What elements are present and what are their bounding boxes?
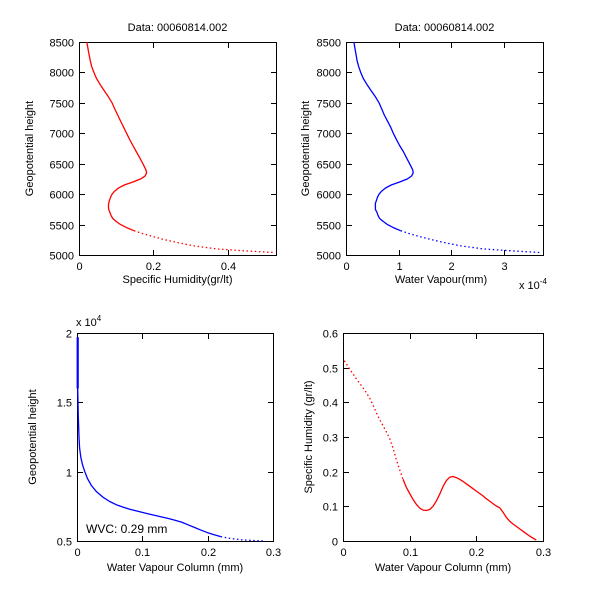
exponent-base: x 10 xyxy=(76,317,97,329)
plot-frame xyxy=(346,42,544,256)
x-tick-label: 0 xyxy=(343,261,349,273)
y-tick-label: 7500 xyxy=(50,99,74,111)
x-tick-label: 1 xyxy=(396,261,402,273)
y-tick-label: 0 xyxy=(332,537,338,549)
y-tick-label: 8000 xyxy=(317,68,341,80)
series-curve xyxy=(400,230,542,254)
series-curve xyxy=(353,41,414,232)
series-curve xyxy=(220,535,266,542)
x-tick-label: 0.3 xyxy=(536,547,551,559)
x-tick-label: 0.2 xyxy=(146,261,161,273)
y-tick-label: 1.5 xyxy=(57,398,72,410)
y-tick-label: 0.4 xyxy=(323,398,338,410)
y-tick-label: 8000 xyxy=(50,68,74,80)
subplot-bottom-right: 0 0.1 0.2 0.3 0 0.1 0.2 0.3 0.4 0.5 0.6 xyxy=(323,329,551,560)
y-tick-label: 0.5 xyxy=(323,364,338,376)
y-tick-label: 5500 xyxy=(50,221,74,233)
y-tick-label: 0.5 xyxy=(57,537,72,549)
x-tick-label: 0.4 xyxy=(221,261,236,273)
y-tick-label: 0.2 xyxy=(323,468,338,480)
plot-frame xyxy=(77,333,274,542)
y-tick-label: 6500 xyxy=(317,160,341,172)
y-tick-label: 1 xyxy=(66,468,72,480)
y-tick-label: 7000 xyxy=(50,129,74,141)
plot-frame xyxy=(79,42,277,256)
y-tick-label: 6000 xyxy=(317,190,341,202)
y-tick-label: 7500 xyxy=(317,99,341,111)
plot-frame xyxy=(343,333,544,542)
x-axis-label-top-left: Specific Humidity(gr/lt) xyxy=(122,274,232,286)
x-tick-label: 0.1 xyxy=(135,547,150,559)
y-axis-label-bottom-right: Specific Humidity (gr/lt) xyxy=(303,380,315,493)
x-axis-label-bottom-right: Water Vapour Column (mm) xyxy=(375,562,511,574)
y-tick-label: 2 xyxy=(66,329,72,341)
x-tick-label: 0.2 xyxy=(201,547,216,559)
x-tick-label: 2 xyxy=(448,261,454,273)
y-axis-label-top-right: Geopotential height xyxy=(300,101,312,196)
y-tick-label: 5500 xyxy=(317,221,341,233)
y-tick-label: 0.3 xyxy=(323,433,338,445)
y-axis-label-top-left: Geopotential height xyxy=(24,101,36,196)
y-tick-label: 0.6 xyxy=(323,329,338,341)
x-tick-label: 0 xyxy=(76,261,82,273)
x-tick-label: 0 xyxy=(74,547,80,559)
plot-title-top-right: Data: 00060814.002 xyxy=(395,22,495,34)
wvc-annotation: WVC: 0.29 mm xyxy=(86,522,167,536)
y-tick-label: 7000 xyxy=(317,129,341,141)
x-axis-label-top-right: Water Vapour(mm) xyxy=(395,274,487,286)
exponent-power: -4 xyxy=(540,277,548,286)
y-tick-label: 8500 xyxy=(50,38,74,50)
series-curve xyxy=(86,41,148,232)
y-tick-label: 0.1 xyxy=(323,502,338,514)
exponent-power: 4 xyxy=(97,314,102,323)
exponent-base: x 10 xyxy=(519,280,540,292)
x-tick-label: 3 xyxy=(501,261,507,273)
series-curve xyxy=(343,360,404,480)
y-tick-label: 6000 xyxy=(50,190,74,202)
series-curve xyxy=(133,230,276,254)
x-tick-label: 0.1 xyxy=(403,547,418,559)
x-tick-label: 0.3 xyxy=(266,547,281,559)
plot-title-top-left: Data: 00060814.002 xyxy=(128,22,228,34)
subplot-bottom-left: 0 0.1 0.2 0.3 0.5 1 1.5 2 xyxy=(57,329,281,560)
x-tick-label: 0.2 xyxy=(469,547,484,559)
x-axis-label-bottom-left: Water Vapour Column (mm) xyxy=(107,562,243,574)
y-tick-label: 6500 xyxy=(50,160,74,172)
x-axis-exponent-top-right: x 10-4 xyxy=(519,277,547,292)
y-tick-label: 5000 xyxy=(317,251,341,263)
series-curve xyxy=(77,388,221,538)
subplot-top-right: 0 1 2 3 5000 5500 6000 6500 7000 7500 8000 8500 xyxy=(317,38,544,273)
y-tick-label: 5000 xyxy=(50,251,74,263)
subplot-top-left: 0 0.2 0.4 5000 5500 6000 6500 7000 7500 8000 8500 xyxy=(50,38,277,273)
y-axis-exponent-bottom-left: x 104 xyxy=(76,314,102,329)
x-tick-label: 0 xyxy=(340,547,346,559)
y-tick-label: 8500 xyxy=(317,38,341,50)
y-axis-label-bottom-left: Geopotential height xyxy=(27,389,39,484)
series-curve xyxy=(402,475,537,541)
